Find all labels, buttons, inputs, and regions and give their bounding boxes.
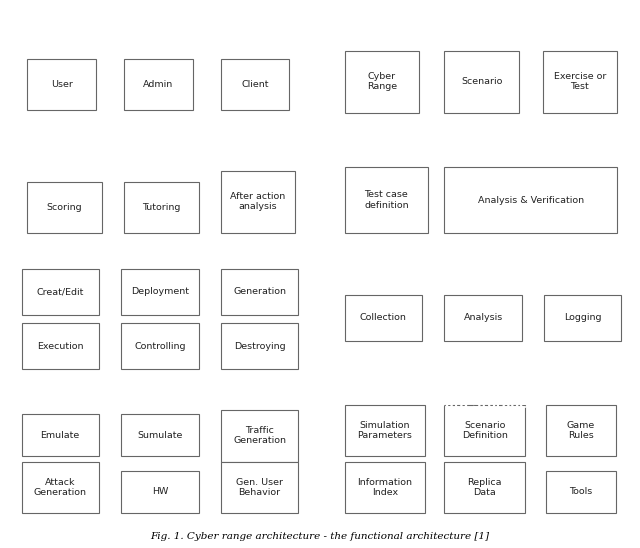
Text: Tutoring: Tutoring: [142, 203, 180, 212]
FancyBboxPatch shape: [444, 405, 525, 456]
FancyBboxPatch shape: [444, 295, 522, 341]
FancyBboxPatch shape: [345, 50, 419, 113]
FancyBboxPatch shape: [121, 414, 198, 456]
Text: Destroying: Destroying: [234, 341, 285, 351]
FancyBboxPatch shape: [28, 59, 96, 111]
Text: Simulation
Parameters: Simulation Parameters: [358, 421, 412, 441]
FancyBboxPatch shape: [545, 405, 616, 456]
Text: Testing Module: Testing Module: [428, 135, 535, 148]
Text: Creat/Edit: Creat/Edit: [36, 287, 84, 296]
Text: Tools: Tools: [569, 487, 592, 496]
Text: Controlling: Controlling: [134, 341, 186, 351]
Text: Cyber
Range: Cyber Range: [367, 72, 397, 92]
Text: User: User: [51, 81, 72, 89]
FancyBboxPatch shape: [124, 59, 193, 111]
Text: Traffic
Generation: Traffic Generation: [233, 426, 286, 446]
FancyBboxPatch shape: [121, 471, 198, 513]
FancyBboxPatch shape: [28, 182, 102, 232]
FancyBboxPatch shape: [124, 182, 198, 232]
Text: Sumulate: Sumulate: [137, 431, 182, 439]
Text: Portal: Portal: [137, 20, 180, 33]
Text: Fig. 1. Cyber range architecture - the functional architecture [1]: Fig. 1. Cyber range architecture - the f…: [150, 533, 490, 541]
Text: Emulate: Emulate: [40, 431, 80, 439]
Text: Admin: Admin: [143, 81, 173, 89]
FancyBboxPatch shape: [544, 295, 621, 341]
Text: Game
Rules: Game Rules: [566, 421, 595, 441]
Text: Scenario
Definition: Scenario Definition: [461, 421, 508, 441]
Text: Generation: Generation: [233, 287, 286, 296]
Text: Logging: Logging: [564, 313, 602, 322]
FancyBboxPatch shape: [345, 461, 425, 513]
Text: After action
analysis: After action analysis: [230, 192, 285, 212]
FancyBboxPatch shape: [545, 471, 616, 513]
FancyBboxPatch shape: [444, 50, 519, 113]
FancyBboxPatch shape: [444, 461, 525, 513]
Text: Test case
definition: Test case definition: [364, 190, 409, 210]
FancyBboxPatch shape: [543, 50, 617, 113]
Text: Execution: Execution: [37, 341, 83, 351]
FancyBboxPatch shape: [22, 414, 99, 456]
Text: Data Storage: Data Storage: [435, 398, 528, 412]
Text: Client: Client: [241, 81, 269, 89]
Text: Analysis & Verification: Analysis & Verification: [477, 196, 584, 204]
Text: Attack
Generation: Attack Generation: [34, 477, 86, 497]
FancyBboxPatch shape: [221, 269, 298, 315]
Text: Monitoring: Monitoring: [444, 256, 520, 269]
Text: Scenario: Scenario: [461, 77, 502, 86]
FancyBboxPatch shape: [345, 168, 428, 232]
Text: Information
Index: Information Index: [357, 477, 412, 497]
Text: Scenario: Scenario: [128, 256, 189, 269]
FancyBboxPatch shape: [121, 269, 198, 315]
Text: Gen. User
Behavior: Gen. User Behavior: [236, 477, 283, 497]
Text: Management: Management: [436, 20, 527, 33]
FancyBboxPatch shape: [22, 461, 99, 513]
FancyBboxPatch shape: [121, 323, 198, 369]
FancyBboxPatch shape: [221, 410, 298, 461]
Text: Deployment: Deployment: [131, 287, 189, 296]
Text: Exercise or
Test: Exercise or Test: [554, 72, 606, 92]
Text: Collection: Collection: [360, 313, 407, 322]
FancyBboxPatch shape: [444, 168, 617, 232]
FancyBboxPatch shape: [22, 269, 99, 315]
FancyBboxPatch shape: [345, 405, 425, 456]
Text: Scoring: Scoring: [47, 203, 83, 212]
Text: Run time Environment: Run time Environment: [80, 398, 237, 412]
Text: Analysis: Analysis: [463, 313, 502, 322]
FancyBboxPatch shape: [221, 323, 298, 369]
FancyBboxPatch shape: [345, 295, 422, 341]
FancyBboxPatch shape: [22, 323, 99, 369]
Text: Replica
Data: Replica Data: [467, 477, 502, 497]
FancyBboxPatch shape: [221, 59, 289, 111]
FancyBboxPatch shape: [221, 461, 298, 513]
Text: Training and Education
Module: Training and Education Module: [78, 137, 239, 165]
FancyBboxPatch shape: [221, 171, 295, 232]
Text: HW: HW: [152, 487, 168, 496]
